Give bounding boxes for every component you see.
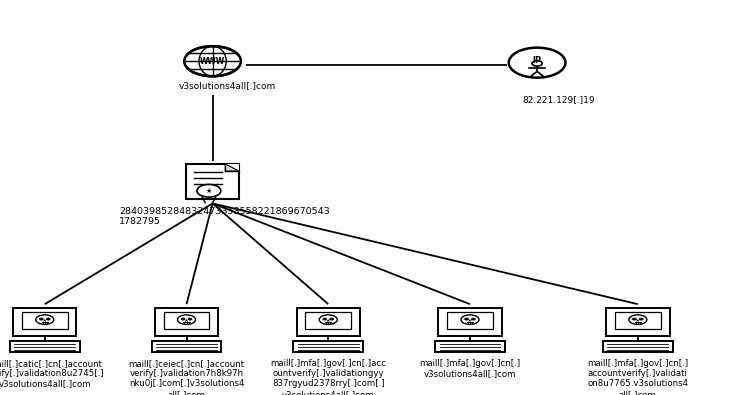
Text: WWW: WWW — [200, 57, 225, 66]
Circle shape — [465, 318, 468, 320]
FancyBboxPatch shape — [297, 308, 360, 336]
Circle shape — [188, 318, 192, 320]
Text: maill[.]mfa[.]gov[.]cn[.]
v3solutions4all[.]com: maill[.]mfa[.]gov[.]cn[.] v3solutions4al… — [419, 359, 521, 378]
FancyBboxPatch shape — [305, 312, 351, 329]
Text: maill[.]mfa[.]gov[.]cn[.]acc
ountverify[.]validationgyy
837rgyud2378rry[.]com[.]: maill[.]mfa[.]gov[.]cn[.]acc ountverify[… — [270, 359, 386, 395]
Circle shape — [629, 315, 647, 324]
Circle shape — [46, 318, 50, 320]
Text: ★: ★ — [206, 188, 212, 194]
Text: 82.221.129[.]19: 82.221.129[.]19 — [522, 95, 595, 104]
Circle shape — [197, 184, 221, 197]
Circle shape — [330, 318, 333, 320]
FancyBboxPatch shape — [186, 164, 239, 199]
Circle shape — [184, 46, 241, 76]
FancyBboxPatch shape — [10, 341, 80, 352]
Circle shape — [181, 318, 185, 320]
FancyBboxPatch shape — [163, 312, 210, 329]
FancyBboxPatch shape — [447, 312, 493, 329]
Circle shape — [178, 315, 195, 324]
FancyBboxPatch shape — [439, 308, 501, 336]
Circle shape — [319, 315, 337, 324]
FancyBboxPatch shape — [151, 341, 222, 352]
Text: IP: IP — [533, 56, 542, 65]
Circle shape — [471, 318, 475, 320]
Circle shape — [40, 318, 43, 320]
FancyBboxPatch shape — [606, 308, 670, 336]
Circle shape — [461, 315, 479, 324]
Circle shape — [36, 315, 54, 324]
FancyBboxPatch shape — [615, 312, 661, 329]
Text: maill[.]mfa[.]gov[.]cn[.]
accountverify[.]validati
on8u7765.v3solutions4
all[.]c: maill[.]mfa[.]gov[.]cn[.] accountverify[… — [587, 359, 689, 395]
FancyBboxPatch shape — [155, 308, 218, 336]
Circle shape — [639, 318, 643, 320]
Circle shape — [633, 318, 636, 320]
FancyBboxPatch shape — [22, 312, 68, 329]
Text: maill[.]ceiec[.]cn[.]account
verify[.]validation7h8k97h
nku0j[.]com[.]v3solution: maill[.]ceiec[.]cn[.]account verify[.]va… — [128, 359, 245, 395]
Text: 28403985284832473353558221869670543
1782795: 28403985284832473353558221869670543 1782… — [119, 207, 330, 226]
Circle shape — [323, 318, 327, 320]
Circle shape — [509, 48, 565, 78]
FancyBboxPatch shape — [603, 341, 673, 352]
FancyBboxPatch shape — [293, 341, 363, 352]
Text: v3solutions4all[.]com: v3solutions4all[.]com — [179, 81, 276, 90]
Polygon shape — [225, 164, 239, 171]
Circle shape — [532, 61, 542, 66]
Text: maill[.]catic[.]cn[.]account
verify[.]validation8u2745[.]
v3solutions4all[.]com: maill[.]catic[.]cn[.]account verify[.]va… — [0, 359, 104, 388]
FancyBboxPatch shape — [13, 308, 77, 336]
Polygon shape — [225, 164, 239, 171]
FancyBboxPatch shape — [435, 341, 505, 352]
